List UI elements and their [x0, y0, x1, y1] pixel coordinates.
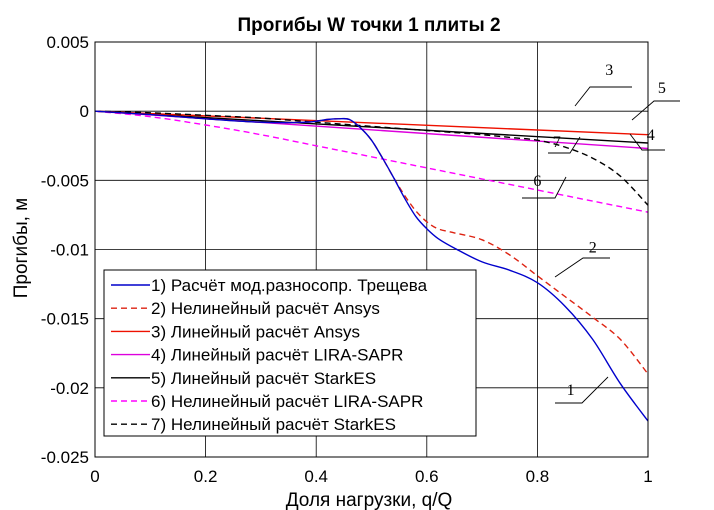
x-tick-label: 0.2	[194, 467, 218, 486]
y-axis-label: Прогибы, м	[11, 198, 32, 299]
annotations: 1 2 3 4 5 6 7	[522, 62, 680, 404]
legend-label: 1) Расчёт мод.разносопр. Трещева	[151, 276, 428, 295]
annotation-leader	[555, 376, 609, 404]
legend-label: 5) Линейный расчёт StarkES	[151, 369, 376, 388]
y-tick-label: -0.01	[50, 241, 89, 260]
x-axis-label: Доля нагрузки, q/Q	[286, 490, 453, 510]
series-line-1	[94, 110, 649, 422]
annotation-leader	[548, 136, 581, 154]
series-group	[94, 110, 649, 422]
x-tick-label: 0	[90, 467, 99, 486]
annotation-label: 2	[589, 239, 597, 256]
legend-label: 6) Нелинейный расчёт LIRA-SAPR	[151, 392, 423, 411]
plot-frame	[94, 41, 649, 458]
legend-box	[103, 269, 477, 437]
series-line-7	[94, 110, 649, 206]
series-line-3	[94, 110, 649, 136]
y-tick-label: -0.015	[41, 310, 89, 329]
annotation-leader	[554, 257, 610, 278]
ticks: 0 0.2 0.4 0.6 0.8 1 0.005 0 -0.005 -0.01 -0.015 -0.…	[41, 33, 653, 486]
annotation-leader	[574, 86, 632, 107]
y-tick-label: 0	[80, 102, 89, 121]
y-tick-label: 0.005	[46, 33, 89, 52]
annotation-label: 5	[658, 80, 666, 97]
legend: 1) Расчёт мод.разносопр. Трещева 2) Нелин…	[103, 269, 477, 437]
legend-label: 2) Нелинейный расчёт Ansys	[151, 299, 380, 318]
annotation-leader	[522, 176, 567, 199]
x-tick-label: 0.4	[304, 467, 328, 486]
annotation-leader	[631, 100, 680, 121]
x-tick-label: 1	[643, 467, 652, 486]
series-line-5	[94, 110, 649, 144]
annotation-label: 7	[553, 134, 561, 151]
annotation-label: 1	[567, 382, 575, 399]
annotation-leader	[629, 133, 665, 151]
legend-label: 7) Нелинейный расчёт StarkES	[151, 415, 396, 434]
legend-label: 4) Линейный расчёт LIRA-SAPR	[151, 346, 403, 365]
chart-title: Прогибы W точки 1 плиты 2	[237, 15, 500, 36]
y-tick-label: -0.005	[41, 171, 89, 190]
y-tick-label: -0.02	[50, 379, 89, 398]
x-tick-label: 0.6	[415, 467, 439, 486]
x-tick-label: 0.8	[526, 467, 550, 486]
annotation-label: 4	[647, 127, 655, 144]
annotation-label: 3	[605, 62, 613, 79]
annotation-label: 6	[533, 173, 541, 190]
series-line-6	[94, 110, 649, 213]
y-tick-label: -0.025	[41, 448, 89, 467]
series-line-2	[94, 110, 649, 375]
legend-label: 3) Линейный расчёт Ansys	[151, 322, 360, 341]
